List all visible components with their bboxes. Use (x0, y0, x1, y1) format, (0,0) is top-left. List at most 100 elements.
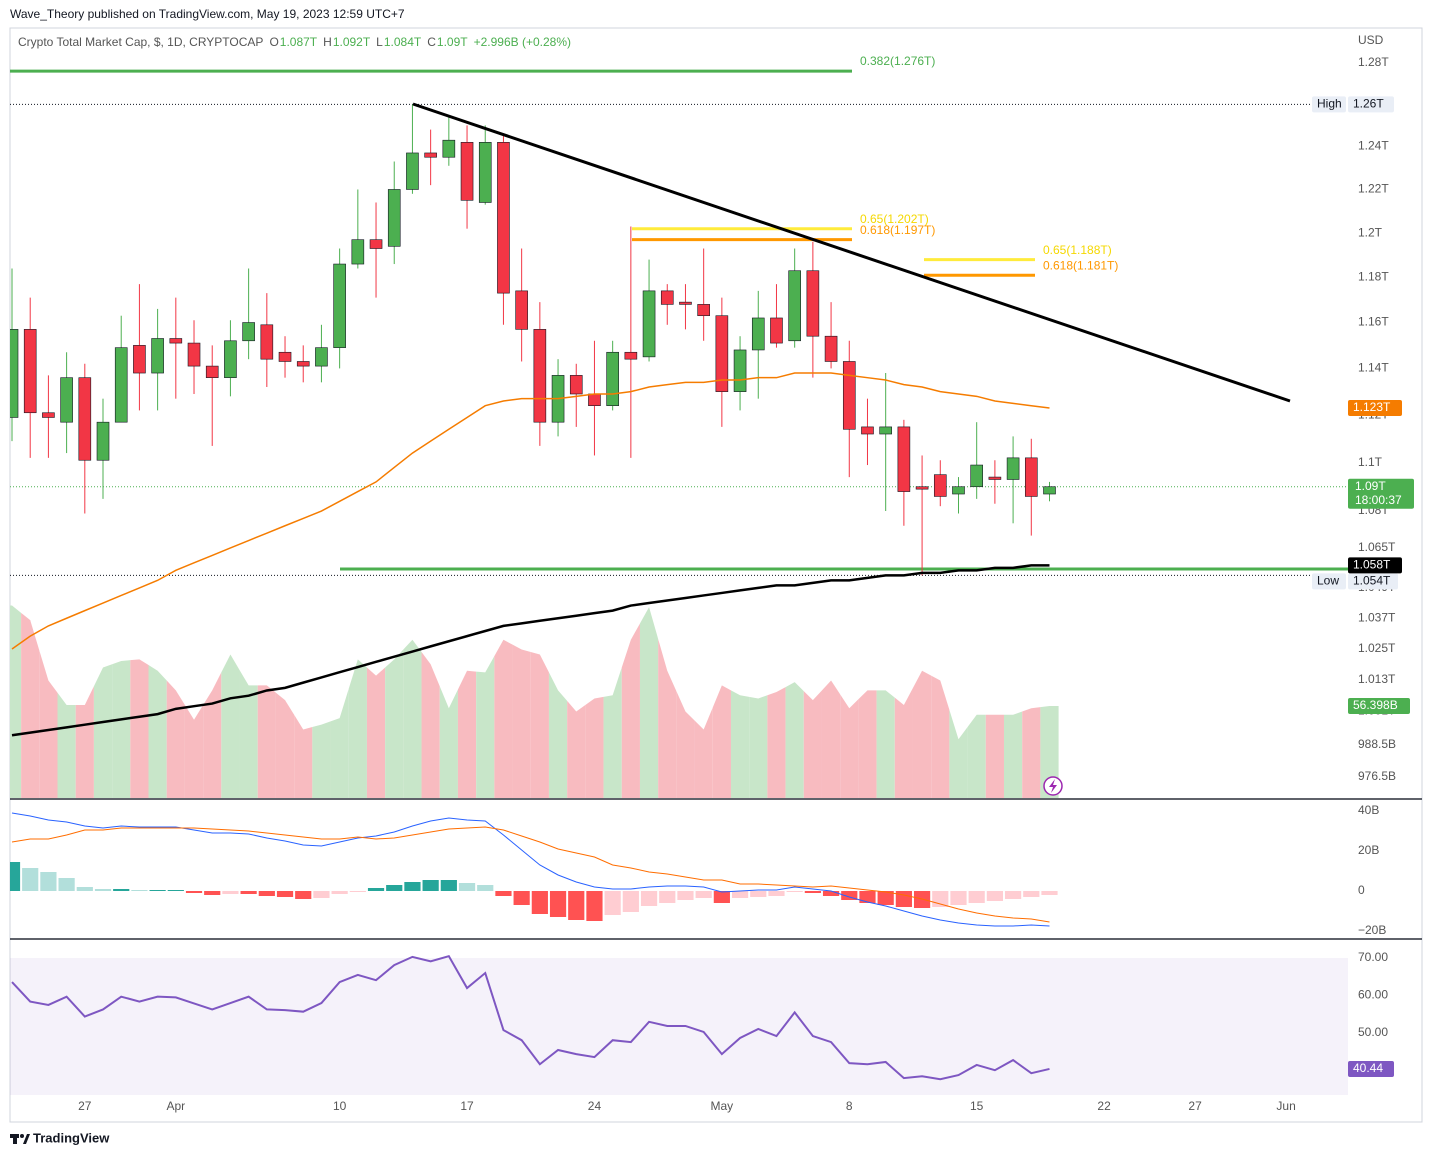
volume-area (366, 667, 386, 798)
volume-area (767, 687, 786, 798)
candle-body (642, 290, 656, 358)
volume-area (931, 675, 950, 798)
ma-label-bg (1348, 557, 1402, 574)
fib-label: 0.618(1.181T) (1043, 258, 1118, 272)
x-tick-label: 27 (78, 1099, 92, 1113)
candle-body (497, 142, 510, 294)
macd-tick-label: 20B (1358, 843, 1379, 857)
legend-text: 1.084T (384, 35, 422, 49)
macd-histogram-bar (586, 891, 603, 921)
macd-histogram-bar (258, 891, 275, 896)
candle-body (278, 351, 292, 362)
volume-area (585, 696, 604, 798)
candle-body (569, 375, 583, 395)
last-price-label: 1.09T (1355, 479, 1386, 493)
macd-histogram-bar (950, 891, 967, 905)
legend-text: Crypto Total Market Cap, $, 1D, CRYPTOCA… (18, 35, 263, 49)
volume-area (184, 705, 204, 798)
candle-body (133, 345, 146, 374)
high-value: 1.26T (1353, 97, 1384, 111)
macd-histogram-bar (276, 891, 294, 897)
candle-body (606, 351, 619, 406)
volume-area (476, 656, 495, 798)
volume-area (639, 607, 659, 798)
macd-histogram-bar (513, 891, 530, 905)
y-tick-label: 1.22T (1358, 182, 1389, 196)
volume-area (858, 690, 877, 798)
macd-histogram-bar (40, 872, 57, 891)
ma-label: 1.058T (1353, 558, 1391, 572)
volume-area (676, 691, 695, 798)
y-tick-label: 988.5B (1358, 737, 1396, 751)
y-tick-label: 1.037T (1358, 610, 1396, 624)
macd-histogram-bar (622, 891, 639, 912)
rsi-line (11, 954, 1050, 1081)
volume-area (658, 638, 677, 798)
volume-area (439, 686, 458, 798)
volume-area (912, 670, 932, 798)
macd-histogram-bar (549, 891, 567, 917)
legend-text: H (323, 35, 332, 49)
volume-area (330, 688, 349, 798)
candle-body (114, 347, 128, 423)
macd-histogram-bar (841, 891, 858, 900)
volume-area (457, 670, 477, 798)
volume-area (75, 686, 94, 798)
volume-area (821, 680, 841, 798)
volume-area (10, 605, 22, 798)
macd-histogram-bar (932, 891, 949, 907)
candle-body (697, 304, 710, 317)
volume-area (257, 685, 276, 798)
macd-histogram-bar (604, 891, 621, 915)
candle-body (187, 342, 201, 367)
candle-body (533, 329, 547, 423)
lightning-glyph (1049, 779, 1057, 793)
candle-body (442, 139, 456, 158)
macd-histogram-bar (731, 891, 749, 898)
macd-tick-label: 40B (1358, 803, 1379, 817)
candle-body (515, 290, 528, 330)
rsi-tick-label: 70.00 (1358, 950, 1388, 964)
volume-area (1022, 707, 1041, 798)
candle-body (897, 426, 911, 492)
candle-body (424, 152, 437, 158)
macd-histogram-bar (404, 882, 421, 891)
macd-histogram-bar (167, 890, 184, 891)
macd-histogram-bar (367, 888, 385, 891)
rsi-pane (10, 954, 1348, 1095)
candle-body (624, 351, 638, 360)
macd-histogram-bar (968, 891, 985, 903)
macd-histogram-bar (458, 883, 476, 891)
volume-area (294, 714, 313, 798)
candle-body (879, 426, 892, 435)
y-tick-label: 1.28T (1358, 55, 1389, 69)
macd-histogram-bar (422, 880, 439, 891)
macd-histogram-bar (22, 868, 39, 891)
candle-body (770, 317, 783, 344)
volume-area (985, 714, 1004, 798)
macd-histogram-bar (822, 891, 840, 896)
y-tick-label: 1.16T (1358, 315, 1389, 329)
volume-area (148, 665, 167, 798)
main-pane: 0.382(1.276T) 0.65(1.202T)0.618(1.197T) 0.… (10, 54, 1348, 798)
candle-body (315, 347, 328, 367)
volume-area (421, 651, 440, 798)
candle-body (660, 290, 674, 305)
candle-body (10, 329, 19, 418)
volume-area (876, 690, 895, 798)
x-tick-label: 17 (460, 1099, 474, 1113)
volume-area (621, 623, 640, 798)
macd-histogram-bar (659, 891, 676, 903)
rsi-tick-label: 50.00 (1358, 1025, 1388, 1039)
volume-area (1040, 705, 1059, 798)
rsi-band (10, 958, 1348, 1095)
ma-label-bg (1348, 400, 1402, 417)
candle-body (151, 338, 164, 374)
legend-text: C (427, 35, 436, 49)
candle-body (351, 239, 365, 265)
candle-body (824, 335, 838, 362)
y-tick-label: 1.2T (1358, 225, 1383, 239)
macd-histogram-bar (750, 891, 767, 897)
candle-body (205, 365, 219, 378)
